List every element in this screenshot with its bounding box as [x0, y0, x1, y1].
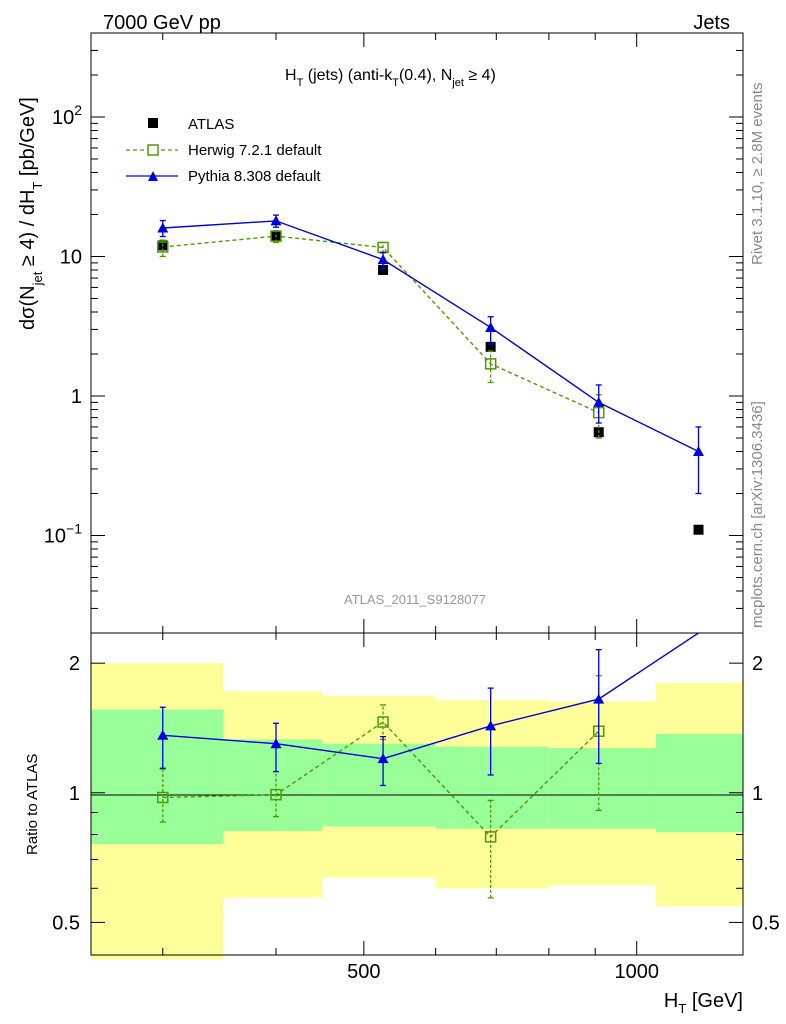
- ratio-pythia-point-3: [485, 720, 497, 731]
- main-herwig-errorbar-0: [159, 239, 166, 258]
- x-axis-label: HT [GeV]: [664, 990, 743, 1016]
- main-title: HT (jets) (anti-kT(0.4), Njet ≥ 4): [285, 67, 496, 89]
- main-herwig-errorbar-3: [487, 350, 494, 384]
- main-pythia-point-3: [485, 321, 497, 332]
- ratio-axis-ticks: [91, 633, 743, 955]
- ratio-pythia-errorbar-4: [595, 648, 602, 765]
- ratio-herwig-errorbar-0: [159, 768, 166, 823]
- legend-pythia-marker: [148, 171, 158, 181]
- main-panel: HT (jets) (anti-kT(0.4), Njet ≥ 4) dσ(Nj…: [17, 32, 744, 634]
- ratio-pythia-point-1: [270, 738, 282, 749]
- main-pythia-point-4: [593, 396, 605, 407]
- x-tick-label: 500: [347, 961, 380, 983]
- ratio-pythia-point-4: [593, 693, 605, 704]
- main-herwig-point-3: [484, 358, 497, 370]
- main-y-tick-label: 10−1: [44, 520, 82, 547]
- legend-atlas-marker: [148, 118, 158, 128]
- ratio-uncertainty-bands: [91, 663, 743, 960]
- ratio-green-band-4: [548, 748, 656, 829]
- ratio-y-tick-label-left: 2: [69, 653, 80, 675]
- main-series-marks: [157, 214, 705, 535]
- ratio-herwig-point-3: [484, 831, 497, 843]
- rivet-label: Rivet 3.1.10, ≥ 2.8M events: [749, 83, 766, 266]
- main-herwig-point-0: [157, 241, 169, 253]
- main-pythia-point-1: [270, 215, 282, 226]
- main-series-lines: [162, 220, 699, 453]
- main-atlas-point-2: [378, 265, 389, 276]
- legend-herwig-marker: [147, 144, 159, 156]
- ratio-green-band-2: [322, 743, 436, 827]
- main-y-tick-label: 1: [71, 386, 82, 408]
- header-left: 7000 GeV pp: [103, 12, 221, 34]
- ratio-herwig-point-0: [157, 791, 169, 804]
- ratio-y-axis-label: Ratio to ATLAS: [24, 754, 41, 855]
- main-atlas-point-5: [693, 524, 704, 535]
- ratio-herwig-point-2: [377, 716, 389, 728]
- ratio-series-marks: [157, 648, 605, 899]
- main-atlas-point-3: [485, 341, 496, 352]
- ratio-pythia-line: [162, 632, 699, 760]
- ratio-green-band-3: [435, 746, 549, 829]
- ratio-pythia-errorbar-3: [487, 687, 494, 776]
- legend-atlas-label: ATLAS: [188, 116, 234, 133]
- main-pythia-point-0: [157, 222, 169, 233]
- main-axis-ticks: [91, 32, 743, 634]
- ratio-y-tick-label-right: 2: [752, 653, 763, 675]
- main-pythia-point-5: [693, 446, 705, 457]
- ratio-y-tick-label-left: 1: [69, 783, 80, 805]
- ratio-frame: [90, 632, 744, 956]
- ratio-y-tick-label-right: 1: [752, 783, 763, 805]
- main-pythia-line: [162, 220, 699, 453]
- main-herwig-point-1: [270, 230, 282, 242]
- ratio-y-tick-label-right: 0.5: [752, 912, 780, 934]
- ratio-pythia-point-0: [157, 729, 169, 740]
- ratio-series-lines: [162, 632, 699, 838]
- ratio-green-band-0: [91, 709, 224, 845]
- ratio-y-tick-label-left: 0.5: [52, 912, 80, 934]
- x-tick-labels: 500 1000: [347, 961, 659, 983]
- main-pythia-errorbar-5: [695, 426, 702, 495]
- ratio-green-band-5: [655, 733, 743, 833]
- header-right: Jets: [693, 12, 730, 34]
- ratio-y-tick-labels: 2 2 1 1 0.5 0.5: [52, 653, 780, 934]
- main-pythia-point-2: [377, 254, 389, 265]
- main-y-tick-labels: 102 10 1 10−1: [44, 102, 82, 548]
- main-y-tick-label: 102: [52, 102, 82, 129]
- legend-herwig-label: Herwig 7.2.1 default: [188, 142, 322, 159]
- ratio-herwig-errorbar-3: [487, 799, 494, 899]
- main-y-axis-label: dσ(Njet ≥ 4) / dHT [pb/GeV]: [17, 97, 45, 330]
- x-tick-label: 1000: [614, 961, 659, 983]
- ratio-herwig-point-1: [270, 788, 282, 801]
- legend: ATLAS Herwig 7.2.1 default Pythia 8.308 …: [126, 116, 322, 185]
- ratio-panel: 2 2 1 1 0.5 0.5 500 1000 Ratio to ATLAS HT [Ge…: [24, 632, 780, 1016]
- ratio-pythia-point-2: [377, 753, 389, 764]
- legend-pythia-label: Pythia 8.308 default: [188, 168, 321, 185]
- main-y-tick-label: 10: [60, 246, 82, 268]
- ratio-herwig-line: [162, 721, 600, 838]
- watermark: ATLAS_2011_S9128077: [344, 592, 486, 607]
- source-label: mcplots.cern.ch [arXiv:1306.3436]: [749, 401, 766, 628]
- ratio-green-band-1: [223, 739, 323, 832]
